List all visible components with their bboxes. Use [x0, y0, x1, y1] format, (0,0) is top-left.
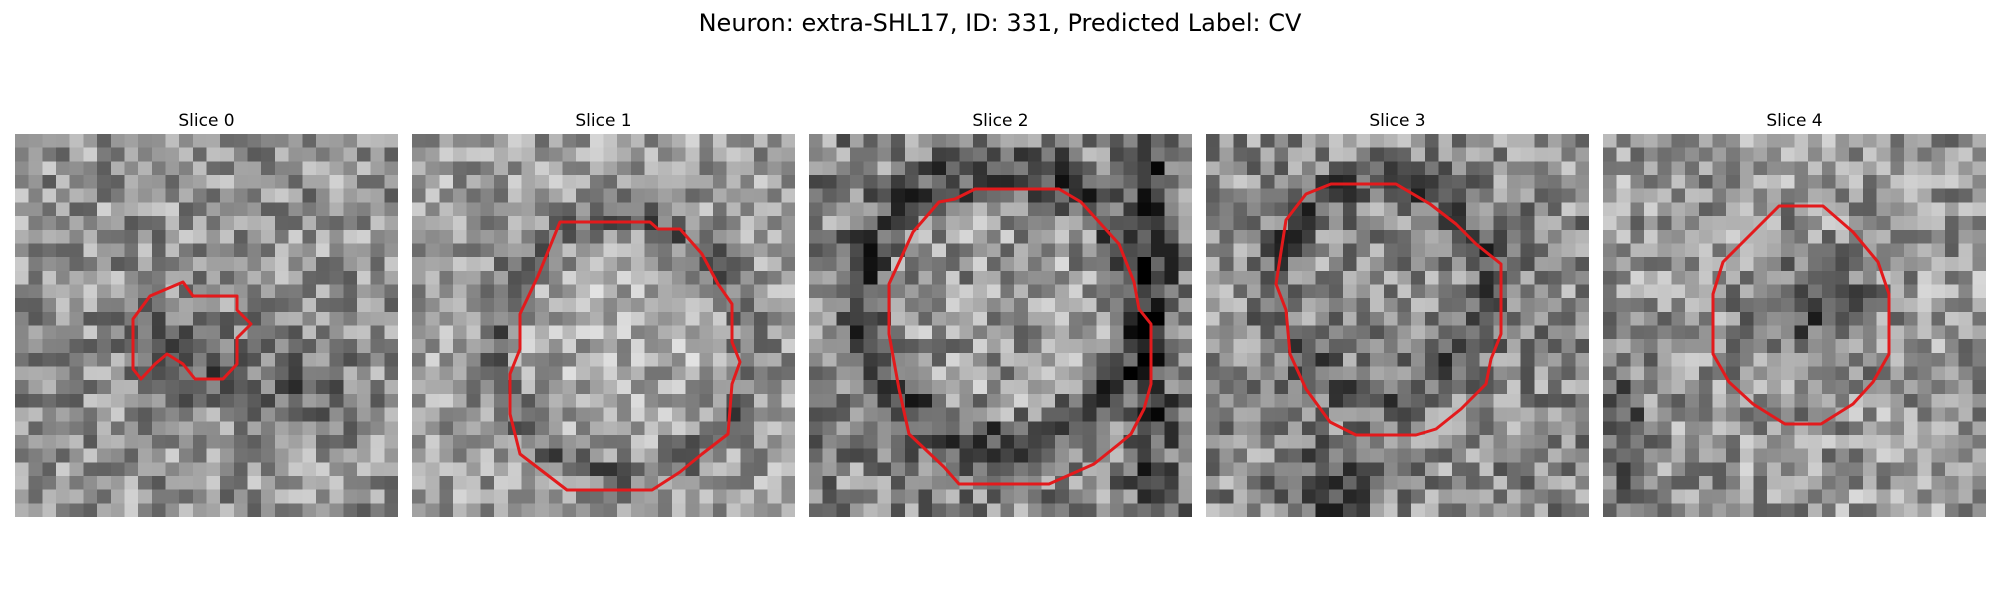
- segmentation-contour: [887, 187, 1153, 486]
- slice-image-0: [15, 134, 398, 517]
- slice-title: Slice 4: [1766, 111, 1823, 131]
- slice-panel-1: Slice 1: [412, 110, 795, 517]
- slice-title: Slice 0: [178, 111, 235, 131]
- pixel-grid: [412, 134, 795, 517]
- slice-panel-2: Slice 2: [809, 110, 1192, 517]
- figure-title: Neuron: extra-SHL17, ID: 331, Predicted …: [698, 9, 1302, 37]
- pixel-grid: [809, 134, 1192, 517]
- slice-panel-0: Slice 0: [15, 110, 398, 517]
- pixel-grid: [1206, 134, 1589, 517]
- slice-title: Slice 1: [575, 111, 632, 131]
- slice-image-2: [809, 134, 1192, 517]
- slice-panel-4: Slice 4: [1603, 110, 1986, 517]
- segmentation-contour: [1274, 182, 1503, 437]
- slice-image-1: [412, 134, 795, 517]
- slice-title: Slice 2: [972, 111, 1029, 131]
- slice-panel-3: Slice 3: [1206, 110, 1589, 517]
- slice-image-3: [1206, 134, 1589, 517]
- segmentation-contour: [131, 280, 253, 381]
- slice-title: Slice 3: [1369, 111, 1426, 131]
- segmentation-contour: [508, 220, 742, 492]
- slice-image-4: [1603, 134, 1986, 517]
- segmentation-contour: [1711, 204, 1891, 426]
- pixel-grid: [1603, 134, 1986, 517]
- pixel-grid: [15, 134, 398, 517]
